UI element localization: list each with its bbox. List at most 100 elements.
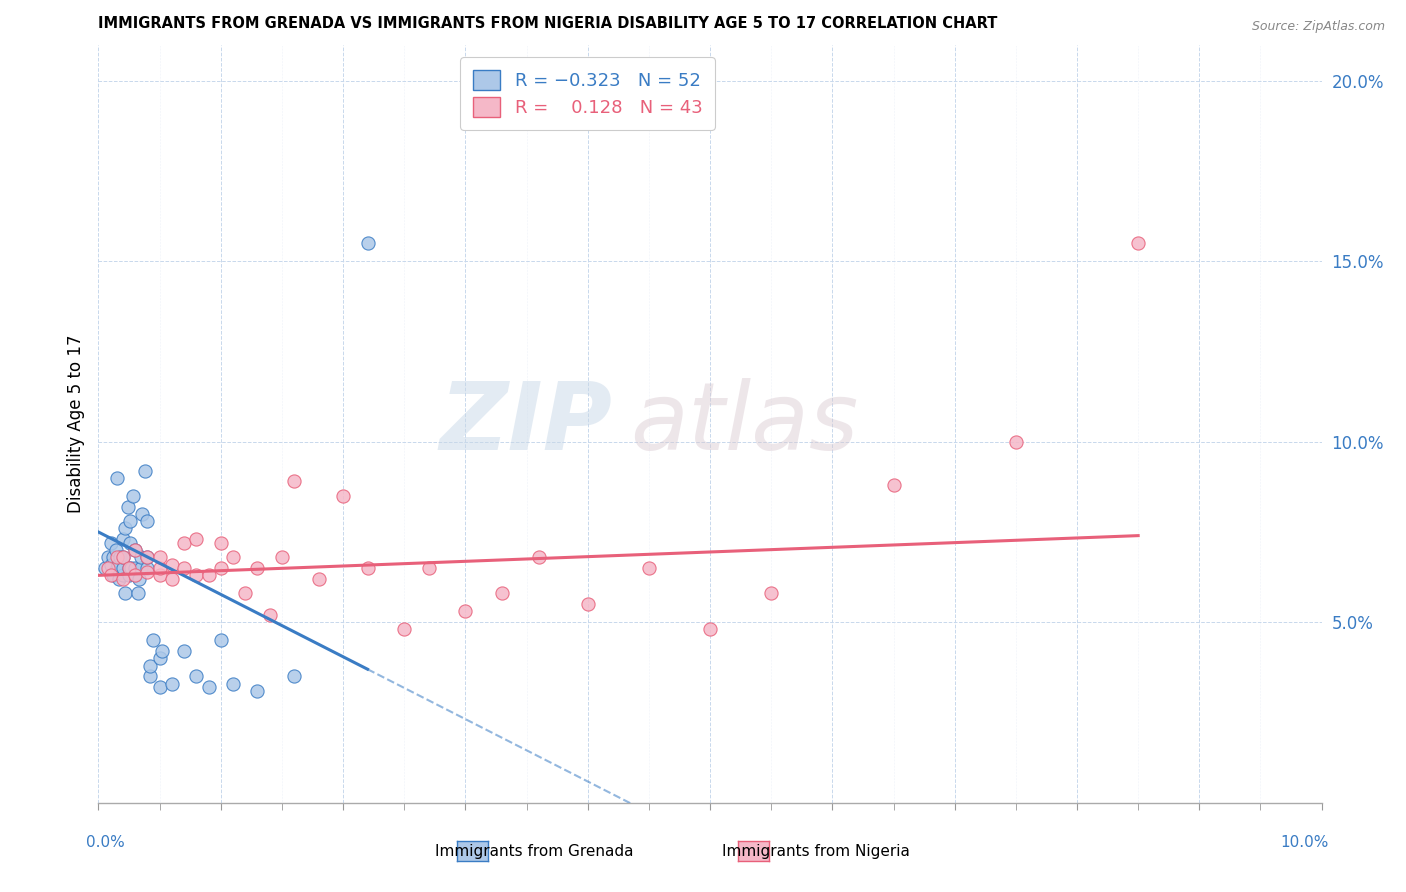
Point [160,572,183,586]
Point [114,586,136,600]
Point [128,572,150,586]
Point [142,633,165,648]
Point [111,568,134,582]
Point [186,568,208,582]
Point [160,558,183,572]
Point [197,568,219,582]
Point [136,550,159,565]
Point [149,550,172,565]
Point [576,597,599,611]
Point [110,550,132,565]
Point [127,586,149,600]
Point [149,680,172,694]
Point [101,550,124,565]
Point [111,550,134,565]
Point [1128,236,1150,251]
Point [117,500,139,514]
Point [97,561,120,575]
Point [246,684,269,698]
Point [134,464,156,478]
Point [356,561,378,575]
Text: 10.0%: 10.0% [1281,836,1329,850]
Point [136,561,159,575]
Point [118,568,141,582]
Point [131,507,153,521]
Point [1004,434,1026,449]
Point [107,558,129,572]
Point [491,586,513,600]
Point [637,561,661,575]
Legend: R = −0.323   N = 52, R =    0.128   N = 43: R = −0.323 N = 52, R = 0.128 N = 43 [460,57,716,129]
Point [283,475,305,489]
Point [699,623,721,637]
Point [105,550,128,565]
Point [186,533,208,547]
Text: IMMIGRANTS FROM GRENADA VS IMMIGRANTS FROM NIGERIA DISABILITY AGE 5 TO 17 CORREL: IMMIGRANTS FROM GRENADA VS IMMIGRANTS FR… [98,16,998,31]
Point [173,536,195,550]
Point [149,651,172,665]
Point [150,644,173,658]
Point [136,550,159,565]
Point [124,568,146,582]
Point [129,550,152,565]
Point [283,669,305,683]
Text: ZIP: ZIP [439,377,612,470]
Point [418,561,440,575]
Point [124,543,146,558]
Point [222,676,245,690]
Point [105,561,128,575]
Point [111,550,134,565]
Text: atlas: atlas [630,378,859,469]
Point [108,572,131,586]
Point [136,565,159,579]
Point [883,478,905,492]
Point [173,644,195,658]
Text: Source: ZipAtlas.com: Source: ZipAtlas.com [1251,20,1385,33]
Point [222,550,245,565]
Y-axis label: Disability Age 5 to 17: Disability Age 5 to 17 [66,334,84,513]
Point [149,561,172,575]
Point [173,561,195,575]
Point [105,471,128,485]
Point [392,623,416,637]
Point [93,561,115,575]
Point [186,669,208,683]
Point [111,572,134,586]
Point [124,561,146,575]
Point [120,536,142,550]
Point [111,533,134,547]
Point [246,561,269,575]
Point [259,608,281,623]
Point [149,568,172,582]
Point [139,658,162,673]
Text: Immigrants from Grenada: Immigrants from Grenada [434,845,634,859]
Point [209,561,232,575]
Point [356,236,378,251]
Point [454,604,477,618]
Point [270,550,292,565]
Point [332,489,354,503]
Point [129,561,152,575]
Point [97,550,120,565]
Point [124,568,146,582]
Point [100,558,122,572]
Point [197,680,219,694]
Point [118,561,141,575]
Point [104,543,127,558]
Point [124,543,146,558]
Point [121,489,143,503]
Point [233,586,256,600]
Point [120,514,142,528]
Point [527,550,550,565]
Point [114,521,136,535]
Point [101,568,124,582]
Point [100,568,122,582]
Point [118,561,141,575]
Point [111,561,134,575]
Point [160,676,183,690]
Point [120,561,142,575]
Text: 0.0%: 0.0% [86,836,125,850]
Point [139,669,162,683]
Point [136,514,159,528]
Point [209,536,232,550]
